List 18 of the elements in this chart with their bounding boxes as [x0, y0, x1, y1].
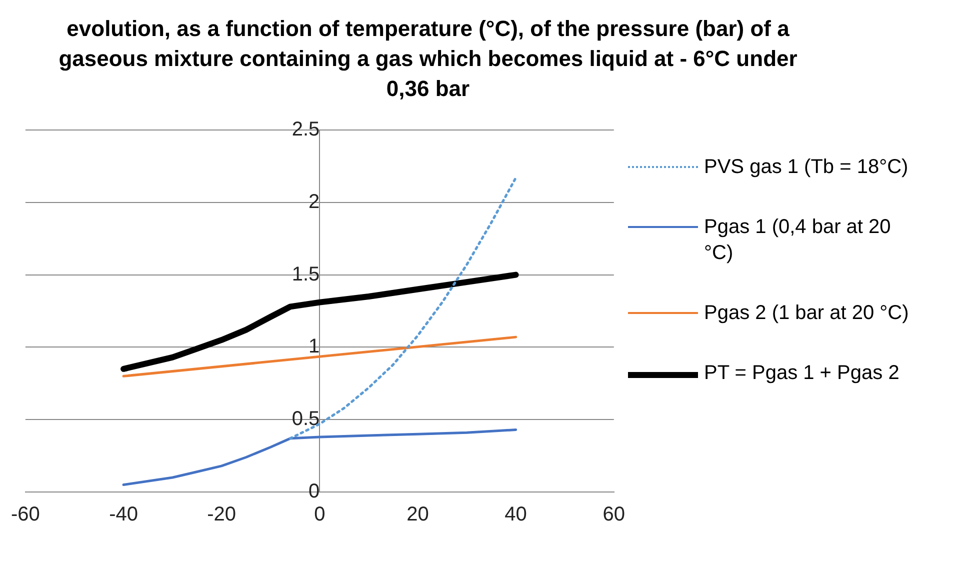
x-tick-label: 60	[602, 504, 625, 526]
x-tick-label: -20	[207, 504, 236, 526]
y-tick-label: 0	[308, 480, 320, 503]
x-tick-label: 20	[406, 504, 429, 526]
x-tick-label: 40	[504, 504, 527, 526]
legend-label: Pgas 1 (0,4 bar at 20 °C)	[704, 215, 892, 266]
x-tick-label: -60	[11, 504, 40, 526]
legend-label: PT = Pgas 1 + Pgas 2	[704, 361, 900, 386]
y-tick-label: 1.5	[292, 263, 320, 286]
x-tick-label: -40	[109, 504, 138, 526]
chart-title: evolution, as a function of temperature (°C), of the pressure (bar) of a gaseous mixture containing a gas which becomes liquid at - 6°C under 0,36 bar	[58, 15, 798, 103]
legend-label: PVS gas 1 (Tb = 18°C)	[704, 155, 910, 180]
y-tick-label: 2.5	[292, 118, 320, 141]
line-series	[288, 176, 518, 440]
y-tick-label: 1	[308, 336, 320, 358]
legend-label: Pgas 2 (1 bar at 20 °C)	[704, 301, 910, 326]
y-tick-label: 0.5	[292, 408, 320, 430]
y-tick-label: 2	[308, 190, 320, 213]
